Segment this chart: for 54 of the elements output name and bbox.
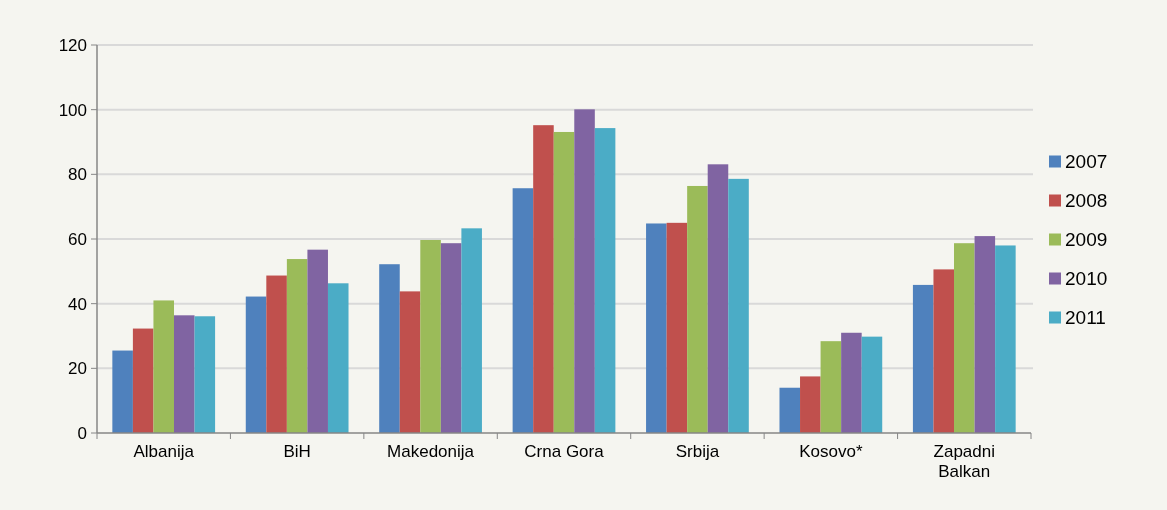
bar: [512, 188, 534, 433]
bar: [194, 316, 216, 433]
y-tick-label: 20: [68, 359, 87, 379]
legend-label: 2011: [1065, 307, 1106, 329]
legend-label: 2009: [1065, 229, 1108, 251]
bar: [820, 341, 842, 433]
bar: [594, 128, 616, 433]
bar: [307, 249, 328, 433]
y-tick-label: 40: [68, 294, 87, 314]
y-tick-label: 120: [58, 35, 87, 55]
bar: [245, 296, 267, 433]
bar: [974, 236, 996, 433]
bar: [461, 228, 482, 433]
bar: [995, 245, 1016, 433]
x-tick-label: BiH: [283, 442, 311, 461]
x-tick-label: Kosovo*: [799, 442, 863, 461]
y-tick-label: 80: [68, 165, 87, 185]
bar: [173, 315, 195, 433]
legend-label: 2008: [1065, 190, 1108, 212]
bar: [646, 223, 667, 433]
bar: [327, 283, 349, 433]
bar: [841, 332, 862, 433]
y-tick-label: 60: [68, 229, 87, 249]
x-tick-label: Makedonija: [387, 442, 475, 461]
bar: [153, 300, 174, 433]
x-tick-label: Crna Gora: [524, 442, 605, 461]
bar: [728, 178, 749, 433]
bar: [707, 164, 729, 433]
y-tick-label: 100: [58, 100, 87, 120]
bar: [420, 239, 441, 433]
bar: [553, 131, 575, 433]
x-tick-label: Albanija: [133, 442, 195, 461]
bar: [112, 350, 133, 433]
bar: [800, 376, 821, 433]
bar: [666, 222, 688, 433]
bar: [779, 387, 801, 433]
bar: [132, 328, 154, 433]
bar: [861, 336, 883, 433]
legend-label: 2007: [1065, 151, 1108, 173]
bar: [687, 185, 708, 433]
x-tick-label: Srbija: [675, 442, 720, 461]
bar: [574, 109, 595, 433]
legend-label: 2010: [1065, 268, 1108, 290]
bar: [266, 275, 287, 433]
x-tick-label: Zapadni Balkan: [933, 442, 995, 481]
bar: [533, 125, 554, 433]
bar: [286, 259, 308, 433]
bar: [379, 264, 400, 433]
bar: [440, 243, 462, 433]
bar: [399, 291, 421, 433]
bar: [954, 243, 975, 433]
bar: [933, 269, 955, 433]
y-tick-label: 0: [77, 423, 87, 443]
bar: [912, 284, 934, 433]
